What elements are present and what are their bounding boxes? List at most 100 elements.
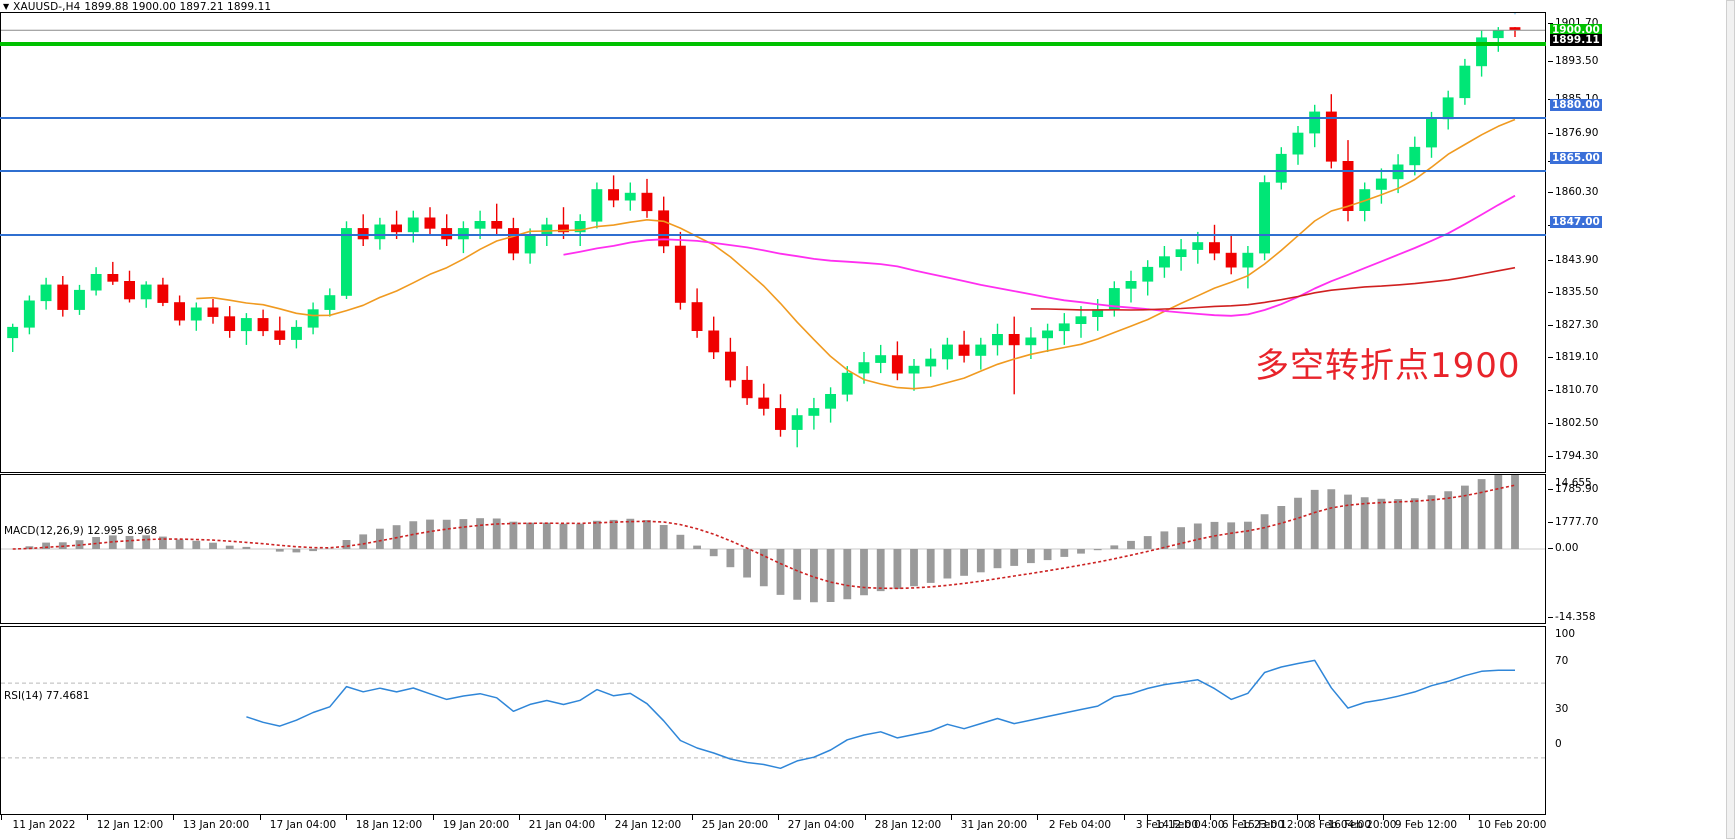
axis-tick-label: 1843.90 [1555, 254, 1599, 266]
time-tick-mark [1147, 815, 1148, 820]
time-scale-axis[interactable]: 11 Jan 2022 12 Jan 12:00 13 Jan 20:00 17 Ja… [0, 815, 1547, 839]
time-axis-label: 28 Jan 12:00 [874, 819, 942, 831]
time-axis-label: 3 Feb 12:00 [1135, 819, 1199, 831]
time-axis-label: 18 Jan 12:00 [355, 819, 423, 831]
rsi-label: RSI(14) 77.4681 [4, 690, 90, 702]
time-tick-mark [87, 815, 88, 820]
time-tick-mark [433, 815, 434, 820]
price-axis-tick: 1785.90 [1548, 483, 1598, 495]
time-axis-label: 25 Jan 20:00 [701, 819, 769, 831]
level-price-tag-1880-00: 1880.00 [1550, 99, 1602, 111]
price-panel[interactable] [0, 12, 1546, 473]
price-scale-axis[interactable]: 1901.701893.501885.101876.901868.701860.… [1548, 0, 1735, 839]
axis-tick-label: 1785.90 [1555, 483, 1599, 495]
triangle-down-icon[interactable]: ▼ [3, 1, 10, 11]
vertical-scrollbar[interactable] [1726, 0, 1735, 839]
time-axis-label: 12 Jan 12:00 [96, 819, 164, 831]
time-axis-label: 13 Jan 20:00 [182, 819, 250, 831]
price-axis-tick: 1827.30 [1548, 319, 1598, 331]
time-tick-mark [173, 815, 174, 820]
price-axis-tick: 1876.90 [1548, 127, 1598, 139]
rsi-axis-tick: 100 [1548, 628, 1575, 640]
level-line-1865-00[interactable] [0, 170, 1546, 172]
price-axis-tick: 1893.50 [1548, 55, 1598, 67]
time-tick-mark [951, 815, 952, 820]
time-tick-mark [260, 815, 261, 820]
time-axis-label: 31 Jan 20:00 [960, 819, 1028, 831]
price-axis-tick: 1819.10 [1548, 351, 1598, 363]
axis-tick-label: 1794.30 [1555, 450, 1599, 462]
last-quote-tag: 1899.11 [1550, 34, 1602, 46]
chart-title-bar: ▼ XAUUSD-,H4 1899.88 1900.00 1897.21 189… [0, 0, 1548, 13]
time-axis-label: 9 Feb 12:00 [1394, 819, 1458, 831]
price-axis-tick: 1794.30 [1548, 450, 1598, 462]
time-axis-label: 10 Feb 20:00 [1477, 819, 1547, 831]
level-price-tag-1865-00: 1865.00 [1550, 152, 1602, 164]
time-axis-label: 6 Feb 23:00 [1221, 819, 1285, 831]
macd-axis-tick: 14.655 [1548, 477, 1592, 489]
time-tick-mark [1469, 815, 1470, 820]
axis-tick-label: 0 [1555, 738, 1562, 750]
time-tick-mark [1319, 815, 1320, 820]
time-tick-mark [1124, 815, 1125, 820]
axis-tick-label: 1860.30 [1555, 186, 1599, 198]
price-axis-tick: 1835.50 [1548, 286, 1598, 298]
time-axis-label: 16 Feb 20:00 [1327, 819, 1397, 831]
axis-tick-label: 1835.50 [1555, 286, 1599, 298]
rsi-plot-area [1, 627, 1545, 814]
rsi-axis-tick: 70 [1548, 655, 1568, 667]
rsi-axis-tick: 30 [1548, 703, 1568, 715]
level-line-1880-00[interactable] [0, 117, 1546, 119]
macd-panel[interactable] [0, 474, 1546, 624]
time-tick-mark [778, 815, 779, 820]
macd-axis-tick: -14.358 [1548, 611, 1596, 623]
time-axis-label: 21 Jan 04:00 [528, 819, 596, 831]
price-axis-tick: 1802.50 [1548, 417, 1598, 429]
time-axis-label: 27 Jan 04:00 [787, 819, 855, 831]
price-axis-tick: 1843.90 [1548, 254, 1598, 266]
axis-tick-label: 100 [1555, 628, 1576, 640]
symbol-label: XAUUSD-,H4 [13, 0, 81, 13]
level-line-1847-00[interactable] [0, 234, 1546, 236]
axis-tick-label: 30 [1555, 703, 1569, 715]
rsi-svg [1, 659, 1545, 770]
time-axis-label: 14 Feb 04:00 [1155, 819, 1225, 831]
current-price-tag: 1900.00 [1550, 24, 1602, 36]
axis-tick-label: 1819.10 [1555, 351, 1599, 363]
time-axis-label: 15 Feb 12:00 [1241, 819, 1311, 831]
axis-tick-label: 0.00 [1555, 542, 1579, 554]
time-axis-label: 17 Jan 04:00 [269, 819, 337, 831]
time-axis-label: 24 Jan 12:00 [614, 819, 682, 831]
time-tick-mark [1383, 815, 1384, 820]
price-axis-tick: 1777.70 [1548, 516, 1598, 528]
macd-label: MACD(12,26,9) 12.995 8.968 [4, 525, 158, 537]
macd-axis-tick: 0.00 [1548, 542, 1578, 554]
time-axis-label: 8 Feb 04:00 [1308, 819, 1372, 831]
axis-tick-label: 70 [1555, 655, 1569, 667]
macd-plot-area [1, 475, 1545, 623]
axis-tick-label: 14.655 [1555, 477, 1592, 489]
time-axis-label: 2 Feb 04:00 [1048, 819, 1112, 831]
time-tick-mark [519, 815, 520, 820]
price-axis-tick: 1810.70 [1548, 384, 1598, 396]
axis-tick-label: 1827.30 [1555, 319, 1599, 331]
price-axis-tick: 1860.30 [1548, 186, 1598, 198]
price-plot-area [1, 13, 1545, 472]
rsi-panel[interactable] [0, 626, 1546, 815]
time-tick-mark [1210, 815, 1211, 820]
time-tick-mark [346, 815, 347, 820]
level-line-1900-00[interactable] [0, 42, 1546, 46]
time-axis-label: 11 Jan 2022 [12, 819, 76, 831]
time-tick-mark [1297, 815, 1298, 820]
time-tick-mark [1, 815, 2, 820]
price-candlestick-svg [1, 13, 1545, 448]
time-tick-mark [1037, 815, 1038, 820]
axis-tick-label: 1810.70 [1555, 384, 1599, 396]
time-tick-mark [1233, 815, 1234, 820]
macd-svg [1, 475, 1545, 603]
level-price-tag-1847-00: 1847.00 [1550, 216, 1602, 228]
time-tick-mark [865, 815, 866, 820]
annotation-text: 多空转折点1900 [1255, 346, 1521, 386]
time-tick-mark [692, 815, 693, 820]
